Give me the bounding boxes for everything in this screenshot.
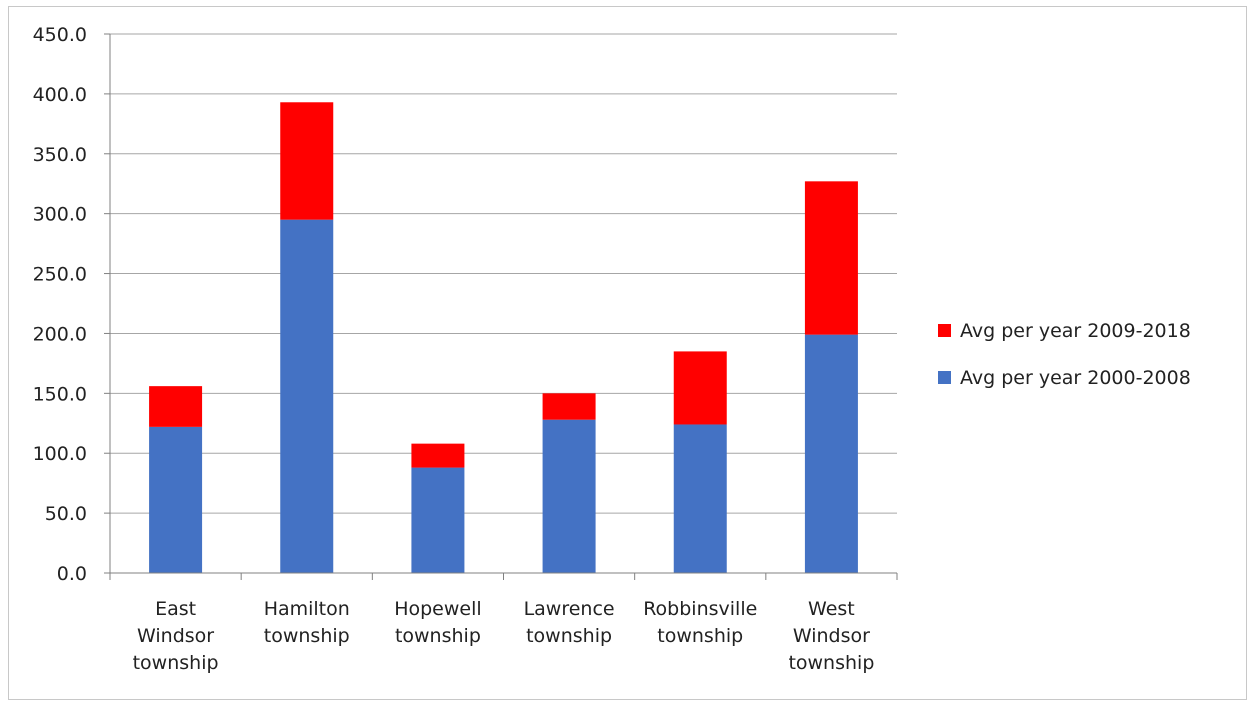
bar-2009-2018	[411, 443, 465, 468]
y-tick-label: 100.0	[33, 443, 87, 465]
y-tick-label: 150.0	[33, 383, 87, 405]
x-category-label: township	[133, 652, 219, 674]
x-category-label: Hopewell	[394, 598, 481, 620]
x-category-label: West	[808, 598, 855, 620]
x-category-label: township	[788, 652, 874, 674]
chart-frame	[8, 6, 1247, 700]
legend-label: Avg per year 2000-2008	[960, 367, 1191, 389]
gridlines	[110, 33, 897, 514]
bar-2009-2018	[280, 102, 334, 220]
bars	[149, 102, 858, 573]
legend-label: Avg per year 2009-2018	[960, 320, 1191, 342]
legend: Avg per year 2009-2018 Avg per year 2000-…	[938, 320, 1191, 389]
x-category-label: township	[264, 625, 350, 647]
x-category-label: Hamilton	[264, 598, 350, 620]
bar-2009-2018	[542, 393, 596, 420]
legend-swatch	[938, 371, 951, 384]
bar-2000-2008	[411, 467, 465, 573]
y-tick-labels: 0.0 50.0 100.0 150.0 200.0 250.0 300.0 350.0 400…	[33, 24, 87, 585]
bar-2000-2008	[673, 424, 727, 573]
bar-2009-2018	[673, 351, 727, 425]
y-tick-label: 0.0	[57, 563, 87, 585]
x-category-labels: East Windsor township Hamilton township Hopew…	[133, 598, 875, 674]
bar-2009-2018	[149, 386, 203, 427]
y-tick-label: 400.0	[33, 84, 87, 106]
bar-2000-2008	[280, 219, 334, 573]
bar-2000-2008	[542, 419, 596, 573]
y-tick-label: 300.0	[33, 204, 87, 226]
x-category-label: township	[657, 625, 743, 647]
legend-swatch	[938, 324, 951, 337]
x-category-label: Lawrence	[524, 598, 615, 620]
y-tick-label: 200.0	[33, 323, 87, 345]
axes	[104, 33, 898, 580]
y-tick-label: 350.0	[33, 144, 87, 166]
x-category-label: East	[155, 598, 196, 620]
bar-2000-2008	[804, 334, 858, 573]
x-category-label: township	[526, 625, 612, 647]
x-category-label: township	[395, 625, 481, 647]
y-tick-label: 450.0	[33, 24, 87, 46]
x-category-label: Robbinsville	[643, 598, 757, 620]
bar-2000-2008	[149, 426, 203, 573]
y-tick-label: 50.0	[45, 503, 87, 525]
y-tick-label: 250.0	[33, 264, 87, 286]
x-category-label: Windsor	[137, 625, 214, 647]
bar-2009-2018	[804, 181, 858, 335]
x-category-label: Windsor	[793, 625, 870, 647]
